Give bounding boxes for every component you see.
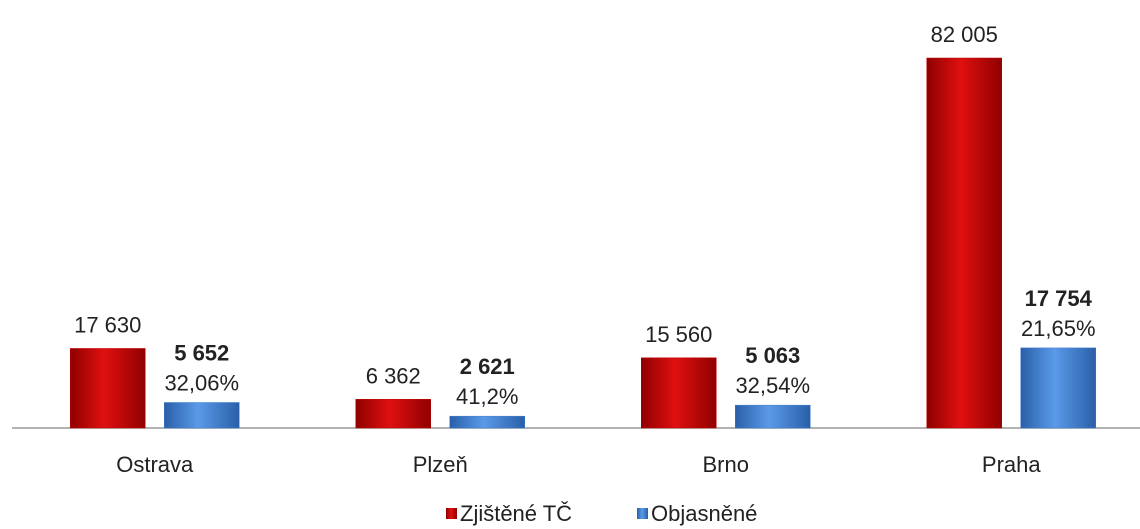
bar	[164, 402, 240, 429]
x-tick-label: Praha	[982, 452, 1041, 477]
bar	[70, 348, 146, 429]
legend-label: Objasněné	[651, 501, 757, 526]
value-label: 15 560	[645, 322, 712, 347]
value-label: 5 063	[745, 343, 800, 368]
bar	[735, 404, 811, 429]
share-label: 41,2%	[456, 384, 518, 409]
value-label: 17 754	[1025, 286, 1093, 311]
bar	[926, 57, 1002, 429]
bar	[355, 399, 431, 429]
legend-label: Zjištěné TČ	[460, 501, 572, 526]
x-tick-label: Ostrava	[116, 452, 194, 477]
share-label: 32,06%	[164, 370, 239, 395]
value-label: 2 621	[460, 354, 515, 379]
bar	[641, 357, 717, 429]
value-label: 82 005	[931, 22, 998, 47]
x-tick-label: Brno	[703, 452, 749, 477]
bar	[1020, 347, 1096, 429]
value-label: 17 630	[74, 312, 141, 337]
legend-swatch	[637, 508, 648, 519]
legend-swatch	[446, 508, 457, 519]
value-label: 5 652	[174, 340, 229, 365]
value-label: 6 362	[366, 363, 421, 388]
share-label: 21,65%	[1021, 316, 1096, 341]
bar	[449, 415, 525, 429]
share-label: 32,54%	[735, 373, 810, 398]
x-tick-label: Plzeň	[413, 452, 468, 477]
